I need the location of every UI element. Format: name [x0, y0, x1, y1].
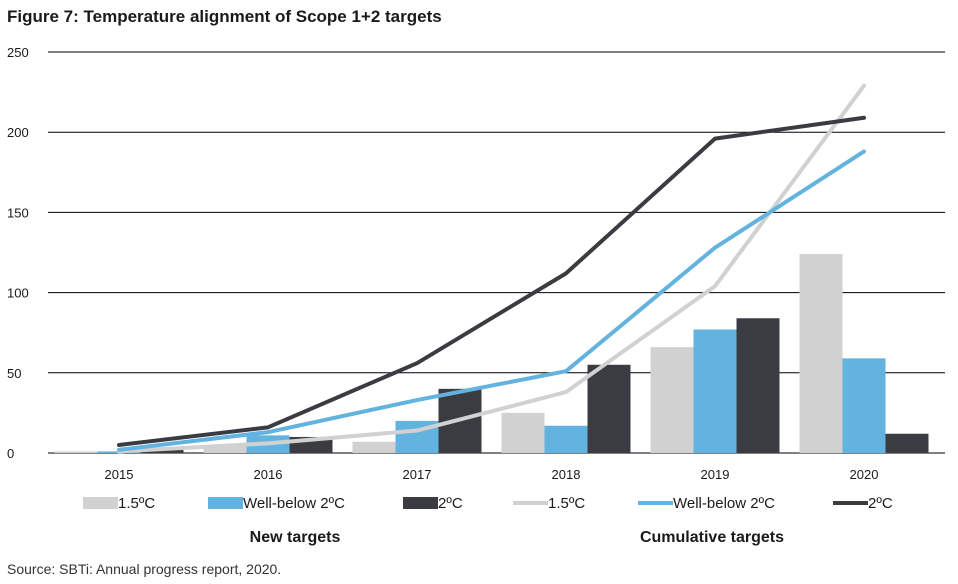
axis-layer: 0 50 100 150 200 250 2015 2016 2017 2018 2019 2020 — [7, 45, 878, 482]
bar-1-5c — [650, 347, 694, 453]
x-tick-label: 2016 — [254, 467, 283, 482]
legend-label: 2ºC — [438, 495, 463, 512]
bar-well-below-2c — [693, 329, 737, 453]
x-tick-label: 2018 — [552, 467, 581, 482]
bar-1-5c — [501, 412, 545, 453]
bar-layer — [54, 254, 929, 453]
x-tick-label: 2019 — [701, 467, 730, 482]
x-tick-label: 2015 — [105, 467, 134, 482]
bar-1-5c — [203, 444, 247, 453]
legend-swatch-bar — [83, 497, 118, 509]
y-tick-label: 50 — [7, 366, 21, 381]
legend-label: Well-below 2ºC — [673, 495, 775, 512]
source-note: Source: SBTi: Annual progress report, 20… — [7, 561, 282, 577]
legend-label: 1.5ºC — [118, 495, 155, 512]
bar-2c — [736, 318, 780, 453]
y-tick-label: 100 — [7, 286, 29, 301]
legend-label: 1.5ºC — [548, 495, 585, 512]
bar-1-5c — [799, 254, 843, 453]
line-2c — [117, 115, 866, 447]
line-layer — [117, 83, 866, 454]
legend-group-cumulative-targets: Cumulative targets — [640, 529, 784, 546]
bar-2c — [885, 433, 929, 453]
legend-label: Well-below 2ºC — [243, 495, 345, 512]
y-tick-label: 200 — [7, 125, 29, 140]
legend-swatch-bar — [403, 497, 438, 509]
bar-well-below-2c — [842, 358, 886, 453]
grid-layer — [48, 51, 945, 454]
bar-well-below-2c — [544, 425, 588, 453]
line-1-5c — [117, 83, 866, 454]
y-tick-label: 250 — [7, 45, 29, 60]
y-tick-label: 0 — [7, 446, 14, 461]
legend-swatch-bar — [208, 497, 243, 509]
chart-title: Figure 7: Temperature alignment of Scope… — [7, 7, 442, 26]
legend-label: 2ºC — [868, 495, 893, 512]
bar-1-5c — [54, 451, 98, 453]
bar-2c — [587, 364, 631, 453]
legend: 1.5ºC Well-below 2ºC 2ºC 1.5ºC Well-below 2º… — [83, 495, 893, 546]
y-tick-label: 150 — [7, 205, 29, 220]
line-well-below-2c — [117, 149, 866, 452]
x-tick-label: 2017 — [403, 467, 432, 482]
bar-1-5c — [352, 441, 396, 453]
legend-group-new-targets: New targets — [250, 529, 341, 546]
x-tick-label: 2020 — [850, 467, 879, 482]
